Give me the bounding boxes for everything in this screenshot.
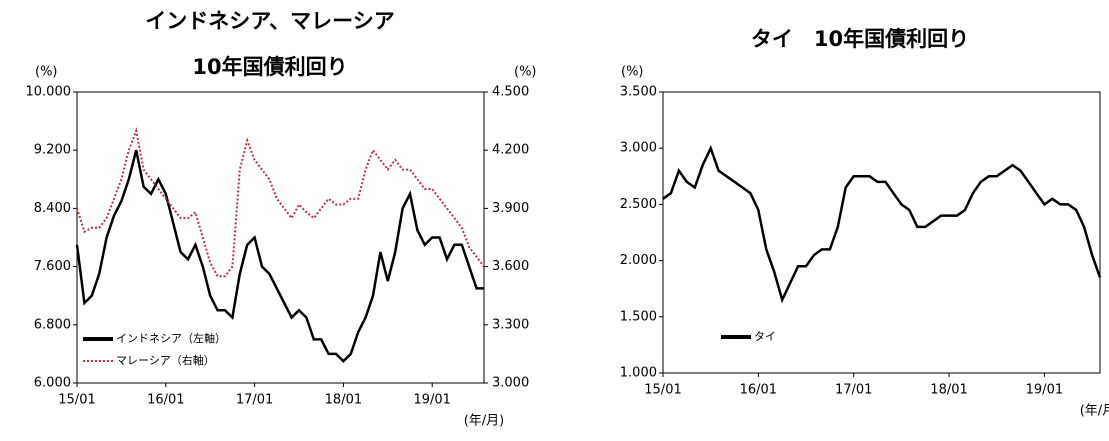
- x-tick-label: 16/01: [740, 383, 777, 398]
- legend-label: インドネシア（左軸）: [116, 331, 226, 345]
- series-line: [662, 144, 1102, 304]
- y-tick-label: 6.000: [34, 376, 71, 391]
- chart-title: タイ 10年国債利回り: [751, 27, 969, 51]
- plot-frame: [662, 91, 1101, 374]
- y2-tick-label: 3.000: [492, 376, 529, 391]
- y2-unit: (%): [514, 65, 537, 80]
- plot-frame: [76, 91, 485, 384]
- x-tick-label: 17/01: [236, 393, 273, 408]
- x-unit: (年/月): [1080, 404, 1109, 419]
- legend-label: マレーシア（右軸）: [116, 353, 215, 367]
- x-tick-label: 18/01: [325, 393, 362, 408]
- x-tick-label: 15/01: [58, 393, 95, 408]
- y2-tick-label: 3.900: [492, 201, 529, 216]
- series-line: [75, 149, 484, 363]
- x-tick-label: 19/01: [413, 393, 450, 408]
- y2-tick-label: 3.300: [492, 317, 529, 332]
- y-tick-label: 7.600: [34, 259, 71, 274]
- y2-tick-label: 3.600: [492, 259, 529, 274]
- chart-title: インドネシア、マレーシア: [145, 9, 394, 33]
- y-tick-label: 2.500: [620, 197, 657, 212]
- series-line: [76, 127, 485, 278]
- x-unit: (年/月): [464, 414, 505, 429]
- y-unit: (%): [35, 65, 58, 80]
- y-tick-label: 8.400: [34, 201, 71, 216]
- y-tick-label: 1.500: [620, 309, 657, 324]
- chart-title: 10年国債利回り: [192, 55, 347, 79]
- y-tick-label: 9.200: [34, 143, 71, 158]
- y-tick-label: 3.500: [620, 85, 657, 100]
- x-tick-label: 15/01: [644, 383, 681, 398]
- y2-tick-label: 4.200: [492, 143, 529, 158]
- legend-label: タイ: [754, 330, 776, 343]
- y-tick-label: 10.000: [26, 85, 72, 100]
- x-tick-label: 16/01: [147, 393, 184, 408]
- x-tick-label: 18/01: [930, 383, 967, 398]
- y2-tick-label: 4.500: [492, 85, 529, 100]
- y-unit: (%): [621, 65, 644, 80]
- y-tick-label: 2.000: [620, 253, 657, 268]
- x-tick-label: 19/01: [1026, 383, 1063, 398]
- y-tick-label: 1.000: [620, 366, 657, 381]
- y-tick-label: 6.800: [34, 317, 71, 332]
- y-tick-label: 3.000: [620, 141, 657, 156]
- x-tick-label: 17/01: [835, 383, 872, 398]
